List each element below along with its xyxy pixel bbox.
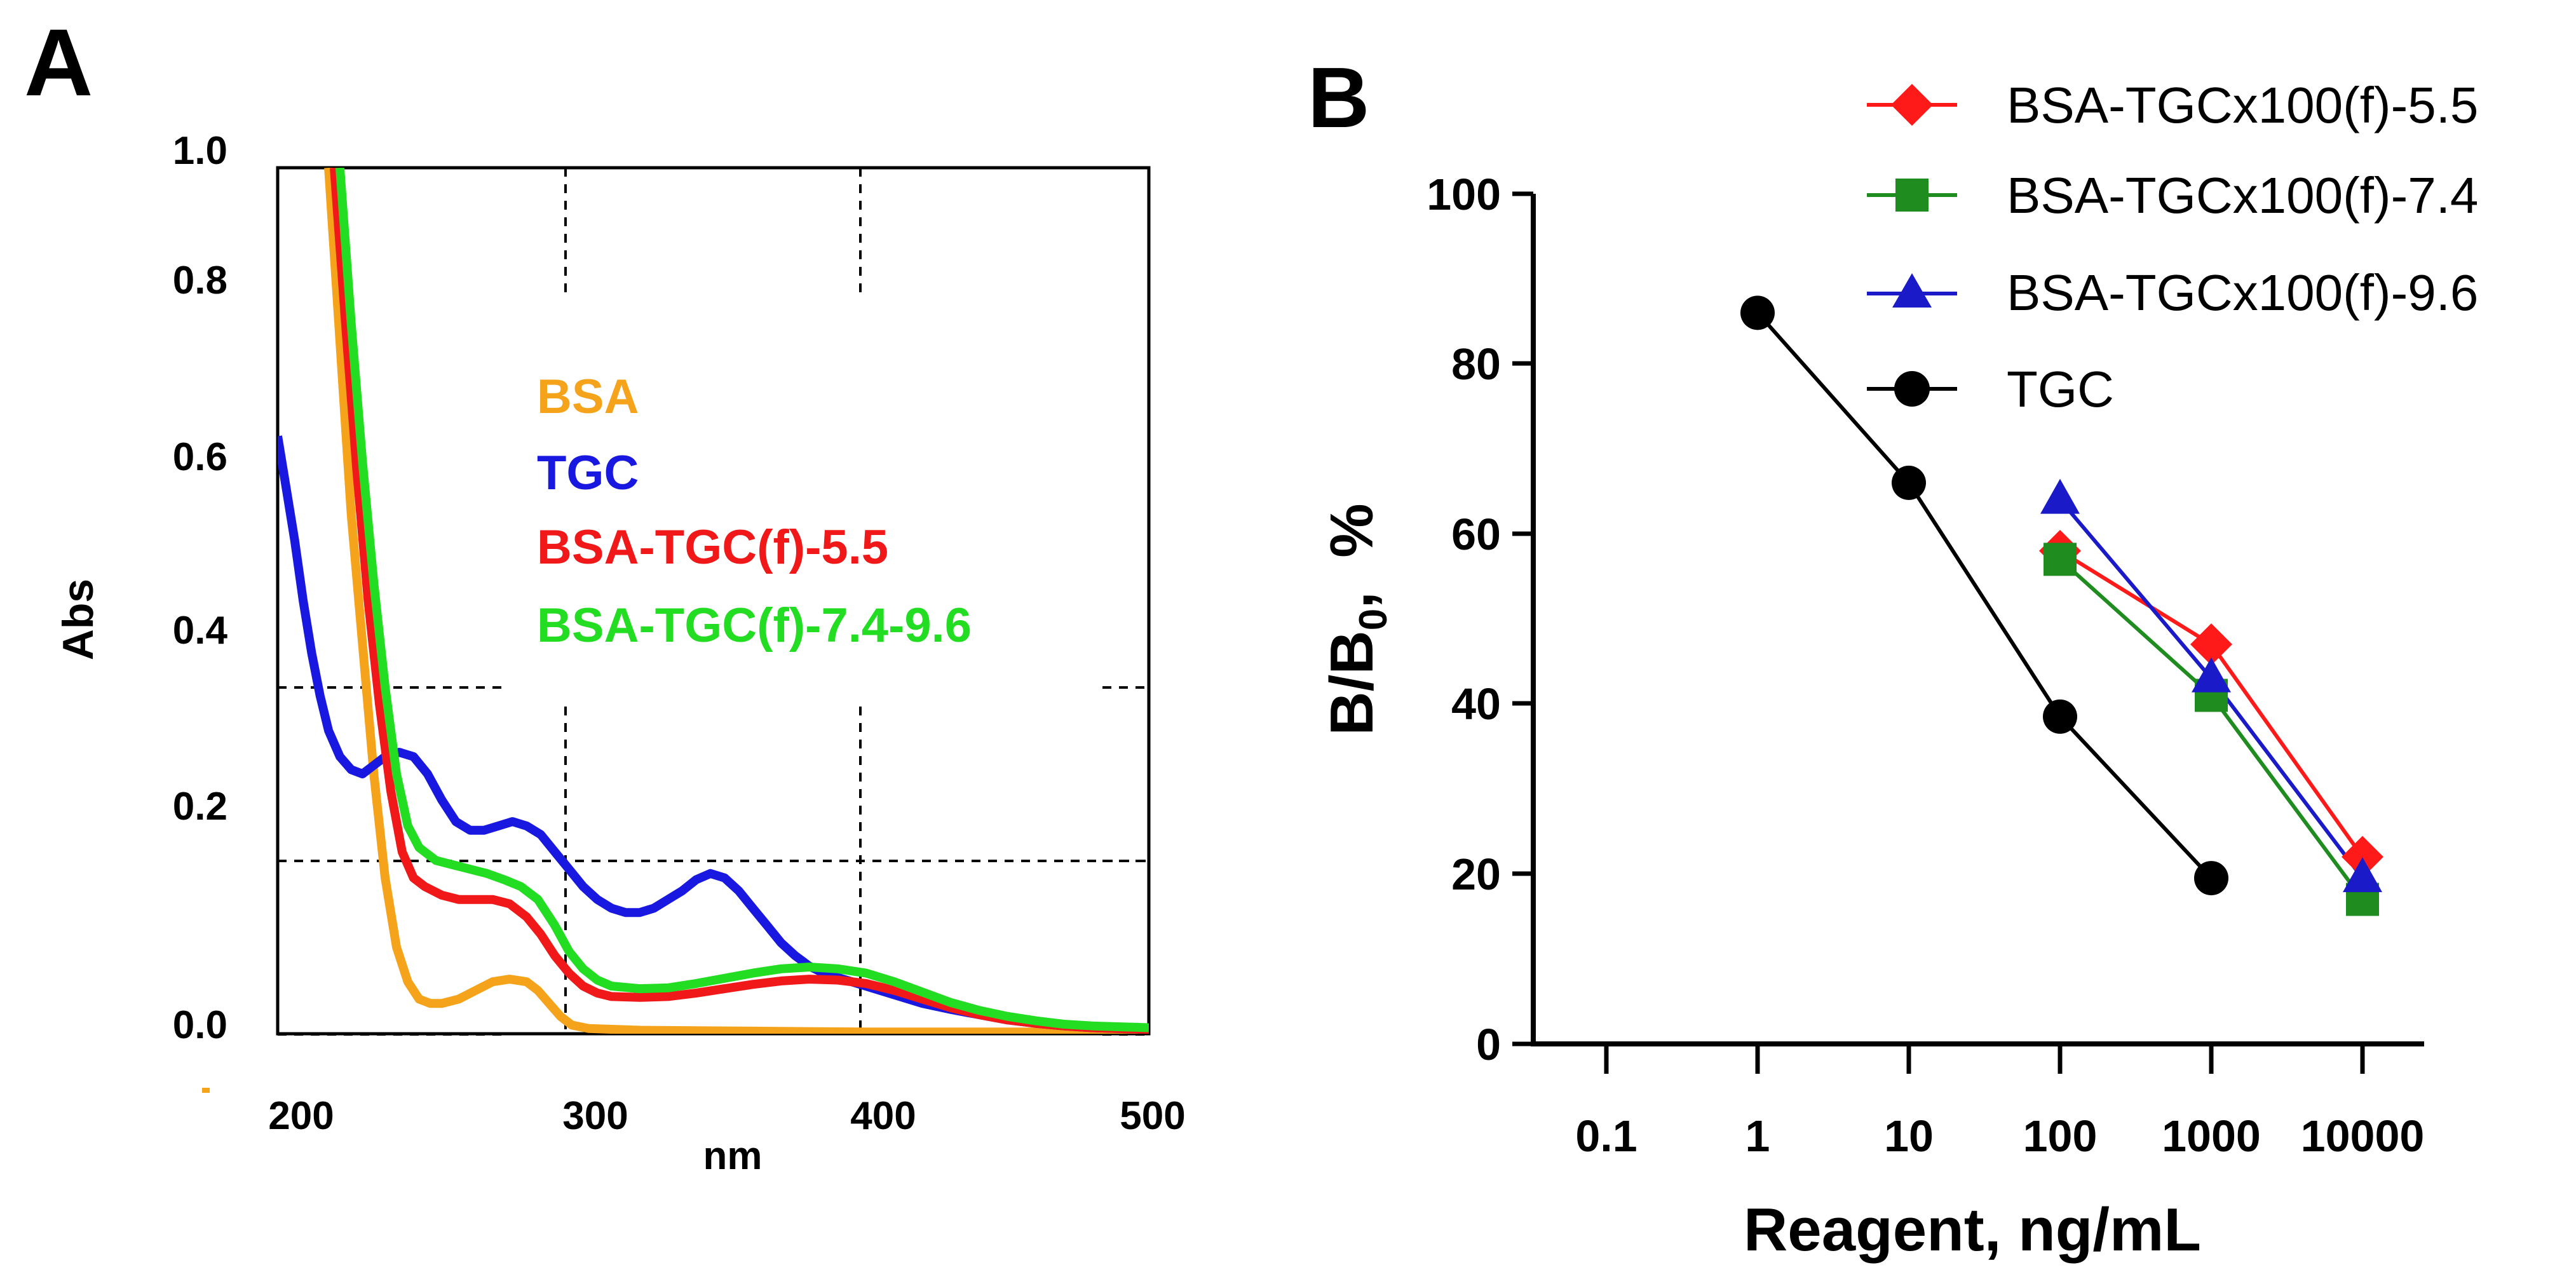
y-tick-label: 0 bbox=[1476, 1020, 1501, 1069]
triangle-icon bbox=[1892, 273, 1932, 308]
legend-label-bsa: BSA bbox=[537, 370, 639, 424]
y-tick-label: 1.0 bbox=[173, 129, 227, 173]
x-tick-label: 200 bbox=[268, 1094, 334, 1138]
x-tick-label: 500 bbox=[1120, 1094, 1185, 1138]
legend-label: BSA-TGCx100(f)-9.6 bbox=[2007, 264, 2478, 321]
data-point-bsa-tgcx100-f-7.4 bbox=[2044, 543, 2077, 576]
legend-label-bsa-tgc-5.5: BSA-TGC(f)-5.5 bbox=[537, 520, 888, 574]
panel-b-x-axis-label: Reagent, ng/mL bbox=[1744, 1196, 2201, 1264]
data-point-bsa-tgcx100-f-9.6 bbox=[2040, 478, 2080, 514]
series-line-bsa-tgcx100-f-7.4 bbox=[2058, 558, 2364, 901]
y-tick-label: 80 bbox=[1451, 339, 1501, 389]
panel-b-x-tick-marks bbox=[1604, 1044, 2365, 1074]
panel-a-label: A bbox=[24, 9, 93, 116]
data-point-tgc bbox=[2194, 861, 2228, 896]
panel-a-absorbance-chart: A 1.0 0.8 0.6 0.4 0.2 0.0 200 bbox=[24, 9, 1186, 1178]
y-tick-label: 0.8 bbox=[173, 259, 227, 302]
panel-b-label: B bbox=[1308, 50, 1370, 145]
data-point-bsa-tgcx100-f-5.5 bbox=[2190, 623, 2232, 666]
panel-b-x-tick-labels: 0.1 1 10 100 1000 10000 bbox=[1575, 1111, 2424, 1161]
spectrum-bsa-tgc-f-7.4-9.6 bbox=[335, 168, 1149, 1032]
data-point-tgc bbox=[1740, 295, 1775, 330]
spectrum-bsa bbox=[324, 168, 1149, 1034]
y-tick-label: 60 bbox=[1451, 510, 1501, 559]
panel-b-inhibition-chart: B 100 80 60 40 20 0 bbox=[1308, 50, 2478, 1264]
x-tick-label: 300 bbox=[562, 1094, 628, 1138]
x-tick-label: 0.1 bbox=[1575, 1111, 1637, 1161]
panel-a-spectra bbox=[278, 168, 1149, 1034]
panel-b-y-tick-labels: 100 80 60 40 20 0 bbox=[1427, 170, 1501, 1069]
y-tick-label: 0.0 bbox=[173, 1003, 227, 1047]
y-tick-label: 100 bbox=[1427, 170, 1501, 219]
legend-label: BSA-TGCx100(f)-5.5 bbox=[2007, 77, 2478, 133]
y-axis-label-subscript: 0 bbox=[1352, 609, 1395, 630]
panel-a-x-ticks: 200 300 400 500 bbox=[268, 1094, 1185, 1138]
panel-b-series bbox=[1740, 295, 2383, 916]
y-axis-label-tail: , % bbox=[1318, 503, 1386, 608]
panel-b-y-tick-marks bbox=[1512, 191, 1533, 1046]
x-tick-label: 10 bbox=[1884, 1111, 1934, 1161]
x-tick-label: 400 bbox=[850, 1094, 916, 1138]
panel-a-artifact-mark bbox=[202, 1088, 210, 1093]
panel-b-legend: BSA-TGCx100(f)-5.5 BSA-TGCx100(f)-7.4 BS… bbox=[1867, 77, 2478, 417]
legend-label: TGC bbox=[2007, 361, 2114, 417]
legend-label: BSA-TGCx100(f)-7.4 bbox=[2007, 167, 2478, 224]
legend-entry-7.4: BSA-TGCx100(f)-7.4 bbox=[1867, 167, 2478, 224]
y-tick-label: 0.6 bbox=[173, 435, 227, 479]
data-point-bsa-tgcx100-f-9.6 bbox=[2192, 657, 2231, 693]
legend-entry-9.6: BSA-TGCx100(f)-9.6 bbox=[1867, 264, 2478, 321]
panel-a-legend: BSA TGC BSA-TGC(f)-5.5 BSA-TGC(f)-7.4-9.… bbox=[537, 370, 972, 653]
legend-entry-5.5: BSA-TGCx100(f)-5.5 bbox=[1867, 77, 2478, 133]
legend-entry-tgc: TGC bbox=[1867, 361, 2114, 417]
data-point-tgc bbox=[2043, 699, 2077, 734]
circle-icon bbox=[1894, 371, 1930, 407]
spectrum-bsa-tgc-f-5.5 bbox=[330, 168, 1149, 1034]
y-tick-label: 0.4 bbox=[173, 609, 228, 653]
data-point-tgc bbox=[1892, 465, 1926, 500]
y-tick-label: 20 bbox=[1451, 849, 1501, 899]
x-tick-label: 1000 bbox=[2162, 1111, 2261, 1161]
x-tick-label: 1 bbox=[1746, 1111, 1770, 1161]
data-point-bsa-tgcx100-f-5.5 bbox=[2342, 836, 2383, 878]
panel-a-y-ticks: 1.0 0.8 0.6 0.4 0.2 0.0 bbox=[173, 129, 228, 1047]
y-tick-label: 0.2 bbox=[173, 785, 227, 829]
panel-a-x-axis-label: nm bbox=[703, 1134, 763, 1178]
y-tick-label: 40 bbox=[1451, 679, 1501, 729]
data-point-bsa-tgcx100-f-9.6 bbox=[2343, 857, 2382, 893]
legend-label-bsa-tgc-7.4-9.6: BSA-TGC(f)-7.4-9.6 bbox=[537, 599, 972, 653]
panel-b-y-axis-label: B/B0, % bbox=[1318, 503, 1395, 735]
diamond-icon bbox=[1891, 84, 1933, 126]
y-axis-label-main: B/B bbox=[1318, 630, 1386, 735]
series-line-tgc bbox=[1756, 311, 2213, 880]
x-tick-label: 100 bbox=[2023, 1111, 2098, 1161]
legend-label-tgc: TGC bbox=[537, 446, 639, 500]
x-tick-label: 10000 bbox=[2301, 1111, 2425, 1161]
panel-a-y-axis-label: Abs bbox=[54, 579, 102, 660]
square-icon bbox=[1895, 179, 1929, 212]
